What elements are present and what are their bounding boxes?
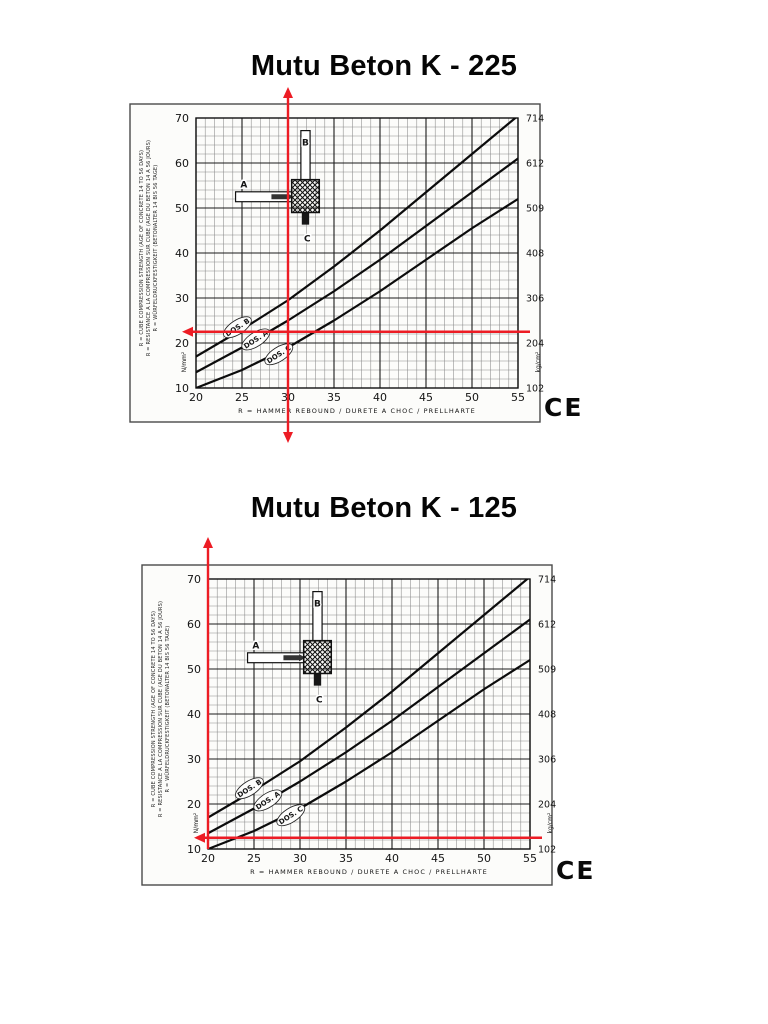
svg-text:612: 612 <box>526 159 544 170</box>
chart-title-k225: Mutu Beton K - 225 <box>250 50 518 82</box>
rebound-strength-chart-k225: R = CUBE COMPRESSION STRENGTH (AGE OF CO… <box>129 87 583 443</box>
svg-text:55: 55 <box>511 391 525 404</box>
svg-text:R = HAMMER REBOUND / DURETE A: R = HAMMER REBOUND / DURETE A CHOC / PRE… <box>250 868 488 876</box>
svg-text:40: 40 <box>385 852 399 865</box>
svg-text:60: 60 <box>187 618 201 631</box>
svg-text:50: 50 <box>187 663 201 676</box>
svg-text:55: 55 <box>523 852 537 865</box>
svg-text:45: 45 <box>431 852 445 865</box>
svg-text:35: 35 <box>339 852 353 865</box>
svg-text:R = HAMMER REBOUND / DURETE A: R = HAMMER REBOUND / DURETE A CHOC / PRE… <box>238 407 476 415</box>
svg-text:306: 306 <box>538 755 556 766</box>
svg-text:45: 45 <box>419 391 433 404</box>
svg-text:40: 40 <box>187 708 201 721</box>
svg-text:30: 30 <box>187 753 201 766</box>
svg-text:CE: CE <box>556 856 595 885</box>
svg-text:N/mm²: N/mm² <box>193 812 200 833</box>
svg-text:612: 612 <box>538 620 556 631</box>
svg-text:A: A <box>252 641 259 651</box>
svg-text:B: B <box>314 599 321 609</box>
svg-text:408: 408 <box>538 710 556 721</box>
svg-text:50: 50 <box>175 202 189 215</box>
svg-text:40: 40 <box>373 391 387 404</box>
svg-text:kg/cm²: kg/cm² <box>535 351 542 372</box>
svg-text:50: 50 <box>465 391 479 404</box>
svg-text:30: 30 <box>175 292 189 305</box>
svg-text:70: 70 <box>187 573 201 586</box>
svg-text:408: 408 <box>526 249 544 260</box>
svg-text:714: 714 <box>538 575 556 586</box>
svg-text:B: B <box>302 138 309 148</box>
svg-text:kg/cm²: kg/cm² <box>547 812 554 833</box>
svg-text:R = RESISTANCE A LA COMPRESSIO: R = RESISTANCE A LA COMPRESSION SUR CUBE… <box>158 601 164 817</box>
svg-text:R = WÜRFELDRUCKFESTIGKEIT (BET: R = WÜRFELDRUCKFESTIGKEIT (BETONALTER 14… <box>152 165 159 332</box>
svg-text:20: 20 <box>189 391 203 404</box>
svg-text:70: 70 <box>175 112 189 125</box>
svg-text:R = CUBE COMPRESSION STRENGTH: R = CUBE COMPRESSION STRENGTH (AGE OF CO… <box>151 611 157 807</box>
svg-text:40: 40 <box>175 247 189 260</box>
svg-text:R = CUBE COMPRESSION STRENGTH: R = CUBE COMPRESSION STRENGTH (AGE OF CO… <box>139 150 145 346</box>
chart-title-k125: Mutu Beton K - 125 <box>250 492 518 524</box>
svg-text:509: 509 <box>538 665 556 676</box>
svg-text:35: 35 <box>327 391 341 404</box>
svg-text:306: 306 <box>526 294 544 305</box>
svg-text:20: 20 <box>201 852 215 865</box>
svg-text:25: 25 <box>247 852 261 865</box>
svg-text:R = RESISTANCE A LA COMPRESSIO: R = RESISTANCE A LA COMPRESSION SUR CUBE… <box>146 140 152 356</box>
svg-text:A: A <box>240 180 247 190</box>
svg-text:N/mm²: N/mm² <box>181 351 188 372</box>
svg-text:R = WÜRFELDRUCKFESTIGKEIT (BET: R = WÜRFELDRUCKFESTIGKEIT (BETONALTER 14… <box>164 626 171 793</box>
svg-text:714: 714 <box>526 114 544 125</box>
svg-text:509: 509 <box>526 204 544 215</box>
svg-text:50: 50 <box>477 852 491 865</box>
svg-text:204: 204 <box>526 339 544 350</box>
svg-text:204: 204 <box>538 800 556 811</box>
svg-text:25: 25 <box>235 391 249 404</box>
svg-text:102: 102 <box>526 384 544 395</box>
svg-text:10: 10 <box>175 382 189 395</box>
svg-text:60: 60 <box>175 157 189 170</box>
svg-text:20: 20 <box>187 798 201 811</box>
svg-text:30: 30 <box>293 852 307 865</box>
rebound-strength-chart-k125: R = CUBE COMPRESSION STRENGTH (AGE OF CO… <box>141 537 595 886</box>
svg-text:C: C <box>316 695 323 705</box>
svg-text:C: C <box>304 234 311 244</box>
svg-text:20: 20 <box>175 337 189 350</box>
svg-text:CE: CE <box>544 393 583 422</box>
svg-text:10: 10 <box>187 843 201 856</box>
svg-text:102: 102 <box>538 845 556 856</box>
